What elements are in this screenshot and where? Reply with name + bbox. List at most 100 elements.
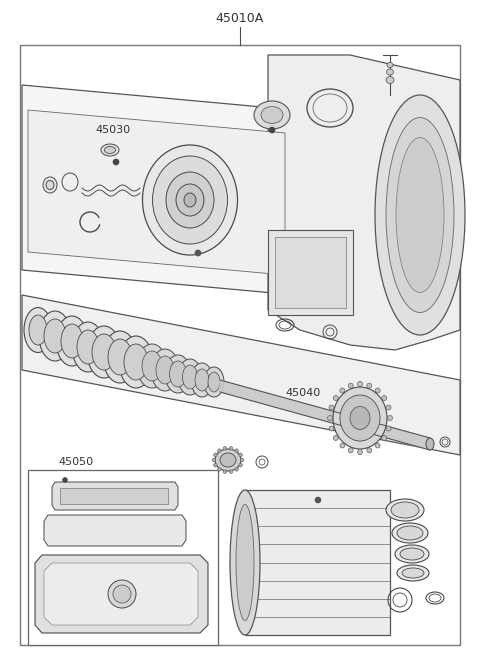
Circle shape xyxy=(329,405,334,410)
Circle shape xyxy=(367,448,372,453)
Circle shape xyxy=(315,497,321,503)
Circle shape xyxy=(340,388,345,393)
Ellipse shape xyxy=(143,145,238,255)
Circle shape xyxy=(195,250,201,256)
Ellipse shape xyxy=(182,365,197,389)
Text: 45030: 45030 xyxy=(95,125,130,135)
Circle shape xyxy=(375,388,380,393)
Ellipse shape xyxy=(391,502,419,518)
Bar xyxy=(245,490,390,635)
Ellipse shape xyxy=(87,326,121,378)
Circle shape xyxy=(386,426,391,431)
Circle shape xyxy=(340,443,345,448)
Ellipse shape xyxy=(402,568,424,578)
Ellipse shape xyxy=(396,138,444,293)
Ellipse shape xyxy=(333,387,387,449)
Ellipse shape xyxy=(395,545,429,563)
Polygon shape xyxy=(44,515,186,546)
Text: 45010A: 45010A xyxy=(216,12,264,24)
Ellipse shape xyxy=(105,147,116,153)
Ellipse shape xyxy=(392,523,428,543)
Circle shape xyxy=(212,458,216,462)
Circle shape xyxy=(333,436,338,440)
Circle shape xyxy=(108,580,136,608)
Circle shape xyxy=(375,443,380,448)
Ellipse shape xyxy=(56,316,88,366)
Circle shape xyxy=(240,458,244,462)
Polygon shape xyxy=(268,55,460,350)
Ellipse shape xyxy=(184,193,196,207)
Ellipse shape xyxy=(215,449,241,471)
Circle shape xyxy=(329,426,334,431)
Ellipse shape xyxy=(261,107,283,124)
Ellipse shape xyxy=(77,330,99,364)
Ellipse shape xyxy=(178,359,202,395)
Circle shape xyxy=(348,383,353,388)
Ellipse shape xyxy=(387,62,393,67)
Ellipse shape xyxy=(236,504,254,620)
Ellipse shape xyxy=(386,499,424,521)
Ellipse shape xyxy=(397,526,423,540)
Ellipse shape xyxy=(153,156,228,244)
Bar xyxy=(268,230,353,315)
Bar xyxy=(28,470,218,645)
Ellipse shape xyxy=(191,363,213,397)
Circle shape xyxy=(269,127,275,133)
Circle shape xyxy=(62,477,68,483)
Ellipse shape xyxy=(400,548,424,560)
Circle shape xyxy=(239,463,242,467)
Circle shape xyxy=(239,453,242,457)
Ellipse shape xyxy=(254,101,290,129)
Polygon shape xyxy=(52,482,178,510)
Ellipse shape xyxy=(156,356,174,384)
Bar xyxy=(275,237,346,308)
Ellipse shape xyxy=(72,322,104,372)
Circle shape xyxy=(235,449,239,453)
Ellipse shape xyxy=(165,355,191,393)
Ellipse shape xyxy=(151,349,179,391)
Ellipse shape xyxy=(386,69,394,75)
Polygon shape xyxy=(28,110,285,275)
Circle shape xyxy=(327,415,333,421)
Circle shape xyxy=(386,405,391,410)
Circle shape xyxy=(113,159,119,165)
Ellipse shape xyxy=(426,438,434,450)
Ellipse shape xyxy=(208,372,220,392)
Circle shape xyxy=(358,381,362,386)
Ellipse shape xyxy=(220,453,236,467)
Ellipse shape xyxy=(24,307,52,352)
Ellipse shape xyxy=(46,181,54,189)
Circle shape xyxy=(214,463,217,467)
Ellipse shape xyxy=(108,339,132,375)
Text: 45040: 45040 xyxy=(285,388,320,398)
Ellipse shape xyxy=(375,95,465,335)
Ellipse shape xyxy=(101,144,119,156)
Ellipse shape xyxy=(386,117,454,312)
Text: 45050: 45050 xyxy=(58,457,93,467)
Circle shape xyxy=(358,449,362,455)
Ellipse shape xyxy=(195,369,209,391)
Circle shape xyxy=(217,468,221,471)
Bar xyxy=(60,488,168,504)
Ellipse shape xyxy=(386,77,394,83)
Circle shape xyxy=(229,447,233,450)
Circle shape xyxy=(382,396,387,400)
Circle shape xyxy=(214,453,217,457)
Polygon shape xyxy=(220,380,430,450)
Ellipse shape xyxy=(29,315,47,345)
Circle shape xyxy=(235,468,239,471)
Polygon shape xyxy=(22,295,460,455)
Circle shape xyxy=(367,383,372,388)
Ellipse shape xyxy=(340,395,380,441)
Ellipse shape xyxy=(39,311,71,361)
Ellipse shape xyxy=(61,324,83,358)
Ellipse shape xyxy=(204,367,224,397)
Ellipse shape xyxy=(137,344,167,388)
Polygon shape xyxy=(35,555,208,633)
Ellipse shape xyxy=(169,361,187,387)
Circle shape xyxy=(387,415,393,421)
Circle shape xyxy=(223,447,227,450)
Ellipse shape xyxy=(92,334,116,370)
Circle shape xyxy=(229,470,233,474)
Polygon shape xyxy=(22,85,295,295)
